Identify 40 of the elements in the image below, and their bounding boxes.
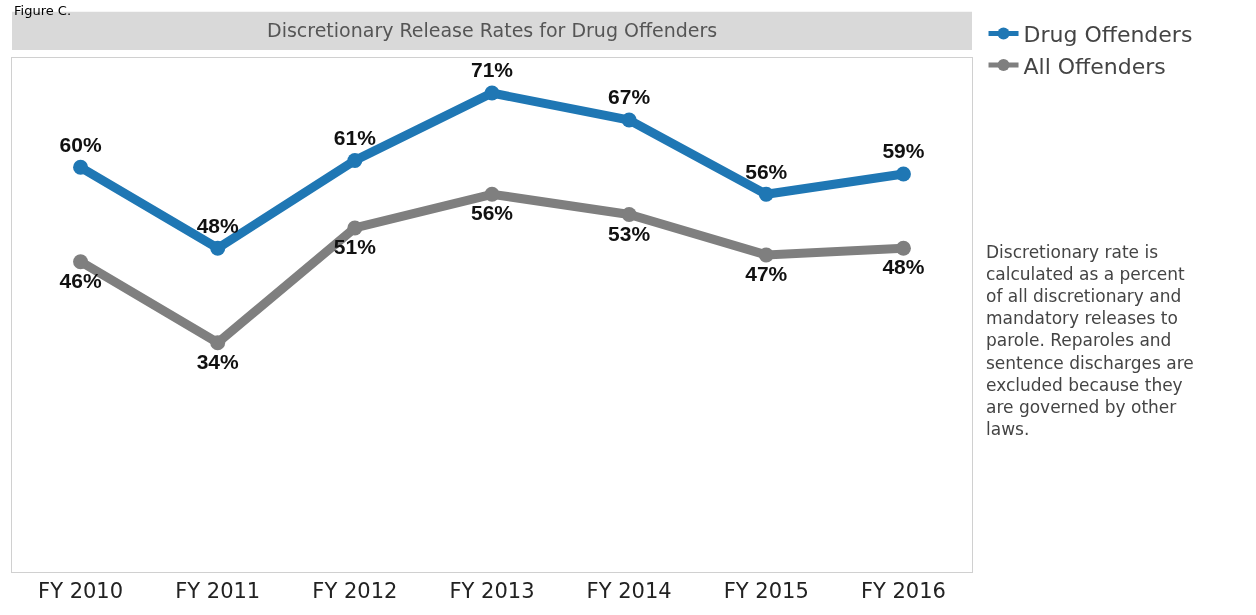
- data-label: 59%: [882, 139, 925, 163]
- text: Figure C.: [14, 3, 72, 18]
- data-label: 56%: [745, 159, 788, 183]
- point: [895, 240, 911, 256]
- x-tick-label: FY 2012: [312, 579, 398, 604]
- point: [210, 335, 226, 351]
- x-tick-label: FY 2015: [723, 579, 809, 604]
- point: [73, 254, 89, 270]
- point: [758, 186, 774, 202]
- point: [347, 153, 363, 169]
- point: [210, 240, 226, 256]
- x-tick-label: FY 2014: [586, 579, 672, 604]
- data-label: 53%: [608, 221, 651, 245]
- text: Discretionary rate is calculated as a percent of all discretionary and mandatory releases to parole. Reparoles and sentence discharges are excluded because they are governed by other laws.: [986, 242, 1194, 439]
- point: [758, 247, 774, 263]
- data-label: 51%: [333, 235, 377, 259]
- data-label: 47%: [745, 262, 788, 286]
- data-label: 46%: [59, 268, 102, 292]
- point: [347, 220, 363, 236]
- data-label: 48%: [196, 213, 240, 237]
- data-label: 61%: [333, 125, 377, 149]
- data-label: 67%: [608, 85, 651, 109]
- x-tick-label: FY 2010: [38, 579, 124, 604]
- point: [484, 186, 500, 202]
- point: [621, 112, 637, 128]
- x-tick-label: FY 2016: [860, 579, 946, 604]
- data-label: 56%: [470, 201, 514, 225]
- point: [621, 206, 637, 222]
- x-tick-label: FY 2011: [175, 579, 261, 604]
- chart-title: Discretionary Release Rates for Drug Offenders: [267, 19, 718, 41]
- data-label: 48%: [882, 255, 925, 279]
- data-label: 60%: [59, 132, 102, 156]
- point: [895, 166, 911, 182]
- point: [484, 85, 500, 101]
- point: [73, 159, 89, 175]
- x-tick-label: FY 2013: [449, 579, 535, 604]
- legend-label: Drug Offenders: [1023, 22, 1193, 48]
- data-label: 71%: [470, 58, 514, 82]
- data-label: 34%: [196, 349, 240, 373]
- legend-label: All Offenders: [1023, 53, 1166, 79]
